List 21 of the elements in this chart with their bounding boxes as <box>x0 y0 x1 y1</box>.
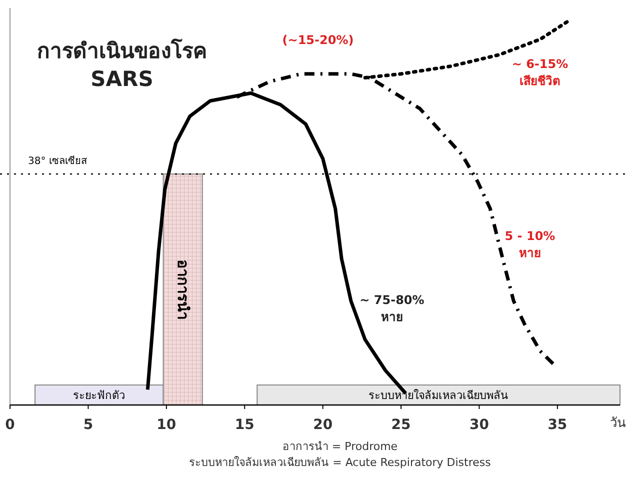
x-tick-label: 20 <box>313 417 333 433</box>
x-tick-label: 30 <box>469 417 490 433</box>
x-tick-label: 0 <box>5 417 16 433</box>
x-axis-title: วัน <box>610 416 626 431</box>
annotation: ~ 75-80% หาย <box>360 293 424 324</box>
text: การดำเนินของโรค <box>37 38 207 63</box>
band-label: ระบบหายใจล้มเหลวเฉียบพลัน <box>368 389 509 402</box>
annotation: ~ 6-15% เสียชีวิต <box>512 57 568 88</box>
x-tick-label: 5 <box>83 417 94 433</box>
text: ระบบหายใจล้มเหลวเฉียบพลัน = Acute Respiratory Distress <box>189 456 492 469</box>
ref-line-label: 38° เซลเซียส <box>28 155 87 167</box>
band-label: อาการนำ <box>174 260 192 320</box>
x-tick-label: 25 <box>391 417 411 433</box>
annotation: (~15-20%) <box>282 33 354 47</box>
text: อาการนำ = Prodrome <box>282 440 398 453</box>
text: SARS <box>90 67 154 91</box>
annotation: 5 - 10% หาย <box>504 229 556 260</box>
x-tick-label: 10 <box>156 417 176 433</box>
x-tick-label: 15 <box>234 417 254 433</box>
band-label: ระยะฟักตัว <box>73 389 126 402</box>
x-tick-label: 35 <box>548 417 568 433</box>
